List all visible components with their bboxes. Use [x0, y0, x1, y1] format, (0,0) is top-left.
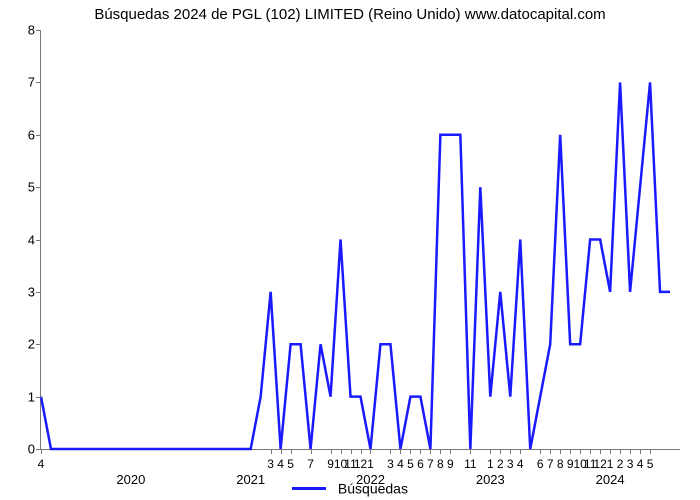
x-tick-mark [271, 449, 272, 454]
x-tick-mark [281, 449, 282, 454]
x-tick-minor-label: 3 [387, 457, 394, 471]
y-tick-mark [36, 82, 41, 83]
x-tick-mark [470, 449, 471, 454]
legend-swatch [292, 487, 326, 490]
y-tick-mark [36, 30, 41, 31]
x-tick-minor-label: 2 [497, 457, 504, 471]
x-tick-mark [370, 449, 371, 454]
y-tick-mark [36, 292, 41, 293]
x-tick-mark [610, 449, 611, 454]
y-tick-mark [36, 240, 41, 241]
x-tick-minor-label: 12 [593, 457, 606, 471]
x-tick-mark [630, 449, 631, 454]
x-tick-mark [570, 449, 571, 454]
x-tick-mark [450, 449, 451, 454]
x-tick-mark [361, 449, 362, 454]
y-tick-mark [36, 135, 41, 136]
x-tick-mark [620, 449, 621, 454]
x-tick-minor-label: 5 [647, 457, 654, 471]
x-tick-minor-label: 3 [507, 457, 514, 471]
x-tick-minor-label: 4 [637, 457, 644, 471]
x-tick-mark [650, 449, 651, 454]
x-tick-mark [351, 449, 352, 454]
x-tick-mark [291, 449, 292, 454]
x-tick-minor-label: 3 [627, 457, 634, 471]
x-tick-mark [500, 449, 501, 454]
x-tick-minor-label: 8 [437, 457, 444, 471]
x-tick-mark [410, 449, 411, 454]
x-tick-minor-label: 1 [367, 457, 374, 471]
x-tick-minor-label: 9 [447, 457, 454, 471]
x-tick-mark [440, 449, 441, 454]
x-tick-mark [540, 449, 541, 454]
x-tick-minor-label: 6 [417, 457, 424, 471]
y-tick-mark [36, 397, 41, 398]
chart-legend: Búsquedas [0, 479, 700, 496]
x-tick-mark [390, 449, 391, 454]
x-tick-minor-label: 7 [307, 457, 314, 471]
x-tick-mark [560, 449, 561, 454]
x-tick-mark [640, 449, 641, 454]
x-tick-mark [520, 449, 521, 454]
x-tick-minor-label: 4 [397, 457, 404, 471]
x-tick-minor-label: 7 [427, 457, 434, 471]
x-tick-mark [600, 449, 601, 454]
x-tick-mark [341, 449, 342, 454]
legend-label: Búsquedas [338, 480, 408, 496]
x-tick-mark [41, 449, 42, 454]
x-tick-minor-label: 4 [277, 457, 284, 471]
x-tick-minor-label: 12 [354, 457, 367, 471]
x-tick-mark [510, 449, 511, 454]
x-tick-minor-label: 6 [537, 457, 544, 471]
series-line [41, 82, 670, 449]
x-tick-minor-label: 1 [487, 457, 494, 471]
x-tick-minor-label: 2 [617, 457, 624, 471]
x-tick-mark [400, 449, 401, 454]
x-tick-mark [420, 449, 421, 454]
x-tick-mark [490, 449, 491, 454]
chart-plot-area: 0123456784345791011121345678911123467891… [40, 30, 680, 450]
x-tick-minor-label: 5 [287, 457, 294, 471]
x-tick-minor-label: 5 [407, 457, 414, 471]
chart-svg-layer [41, 30, 680, 449]
x-tick-mark [311, 449, 312, 454]
chart-title: Búsquedas 2024 de PGL (102) LIMITED (Rei… [0, 6, 700, 23]
x-tick-minor-label: 4 [517, 457, 524, 471]
x-tick-mark [430, 449, 431, 454]
y-tick-mark [36, 187, 41, 188]
x-tick-minor-label: 11 [464, 457, 476, 471]
chart-container: Búsquedas 2024 de PGL (102) LIMITED (Rei… [0, 0, 700, 500]
x-tick-minor-label: 3 [267, 457, 274, 471]
x-tick-mark [590, 449, 591, 454]
x-tick-minor-label: 8 [557, 457, 564, 471]
x-tick-minor-label: 1 [607, 457, 614, 471]
x-tick-mark [331, 449, 332, 454]
x-tick-minor-label: 4 [38, 457, 45, 471]
y-tick-mark [36, 344, 41, 345]
x-tick-mark [550, 449, 551, 454]
x-tick-minor-label: 7 [547, 457, 554, 471]
x-tick-mark [580, 449, 581, 454]
